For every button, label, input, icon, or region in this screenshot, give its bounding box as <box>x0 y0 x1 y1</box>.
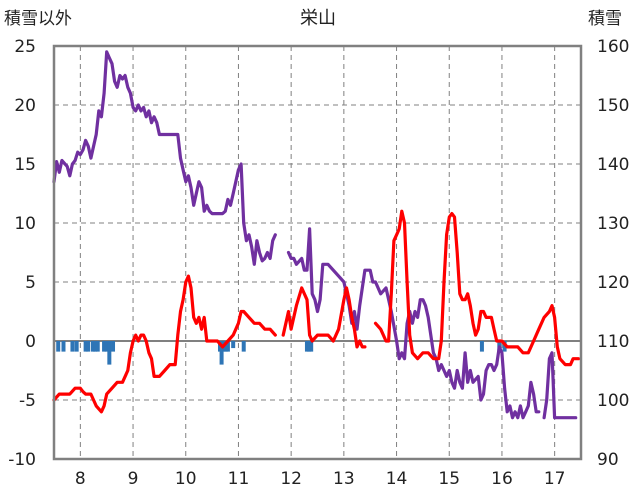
bar <box>479 341 484 352</box>
series-line <box>373 209 580 367</box>
series-line <box>542 351 578 420</box>
right-tick-label: 150 <box>597 96 629 116</box>
left-tick-label: 20 <box>14 96 36 116</box>
right-tick-label: 100 <box>597 391 629 411</box>
left-tick-label: -10 <box>8 450 36 470</box>
left-tick-label: 15 <box>14 155 36 175</box>
bar <box>56 341 61 352</box>
bar-series <box>56 341 507 365</box>
series-line <box>52 274 277 414</box>
chart-title: 栄山 <box>300 8 336 29</box>
bar <box>107 341 112 365</box>
left-tick-label: 25 <box>14 37 36 57</box>
bar <box>74 341 79 352</box>
bar <box>104 341 109 352</box>
x-tick-label: 13 <box>333 469 355 489</box>
bar <box>231 341 236 349</box>
bar <box>102 341 107 352</box>
plot-frame <box>52 44 583 461</box>
bar <box>61 341 66 352</box>
left-tick-label: 10 <box>14 214 36 234</box>
bar <box>225 341 230 352</box>
bar <box>223 341 228 352</box>
x-tick-label: 17 <box>544 469 566 489</box>
bar <box>70 341 75 352</box>
bar <box>241 341 246 352</box>
right-tick-label: 120 <box>597 273 629 293</box>
bar <box>111 341 116 352</box>
bar <box>95 341 100 352</box>
bar <box>83 341 88 352</box>
left-tick-label: 5 <box>25 273 36 293</box>
bar <box>86 341 91 352</box>
series-line <box>281 286 367 349</box>
x-tick-label: 8 <box>75 469 86 489</box>
x-tick-label: 16 <box>491 469 513 489</box>
bar <box>219 341 224 365</box>
x-tick-label: 14 <box>386 469 408 489</box>
bar <box>304 341 309 352</box>
bar <box>90 341 95 352</box>
bar <box>309 341 314 352</box>
line-series <box>52 50 580 420</box>
right-tick-label: 160 <box>597 37 629 57</box>
right-tick-label: 90 <box>597 450 619 470</box>
x-tick-label: 9 <box>128 469 139 489</box>
bar <box>307 341 312 352</box>
x-tick-label: 12 <box>280 469 302 489</box>
tick-labels: 25 20 15 10 5 0 -5 -10 160 150 140 130 120 110 100 90 8 9… <box>8 37 629 489</box>
x-tick-label: 15 <box>438 469 460 489</box>
right-axis-title: 積雪 <box>588 9 622 29</box>
right-tick-label: 140 <box>597 155 629 175</box>
x-tick-label: 11 <box>228 469 250 489</box>
series-line <box>286 227 541 420</box>
bar <box>93 341 98 352</box>
left-tick-label: 0 <box>25 332 36 352</box>
right-tick-label: 130 <box>597 214 629 234</box>
x-tick-label: 10 <box>175 469 197 489</box>
series-line <box>52 50 277 266</box>
right-tick-label: 110 <box>597 332 629 352</box>
plot-border <box>52 44 583 461</box>
left-tick-label: -5 <box>19 391 36 411</box>
left-axis-title: 積雪以外 <box>4 9 72 29</box>
